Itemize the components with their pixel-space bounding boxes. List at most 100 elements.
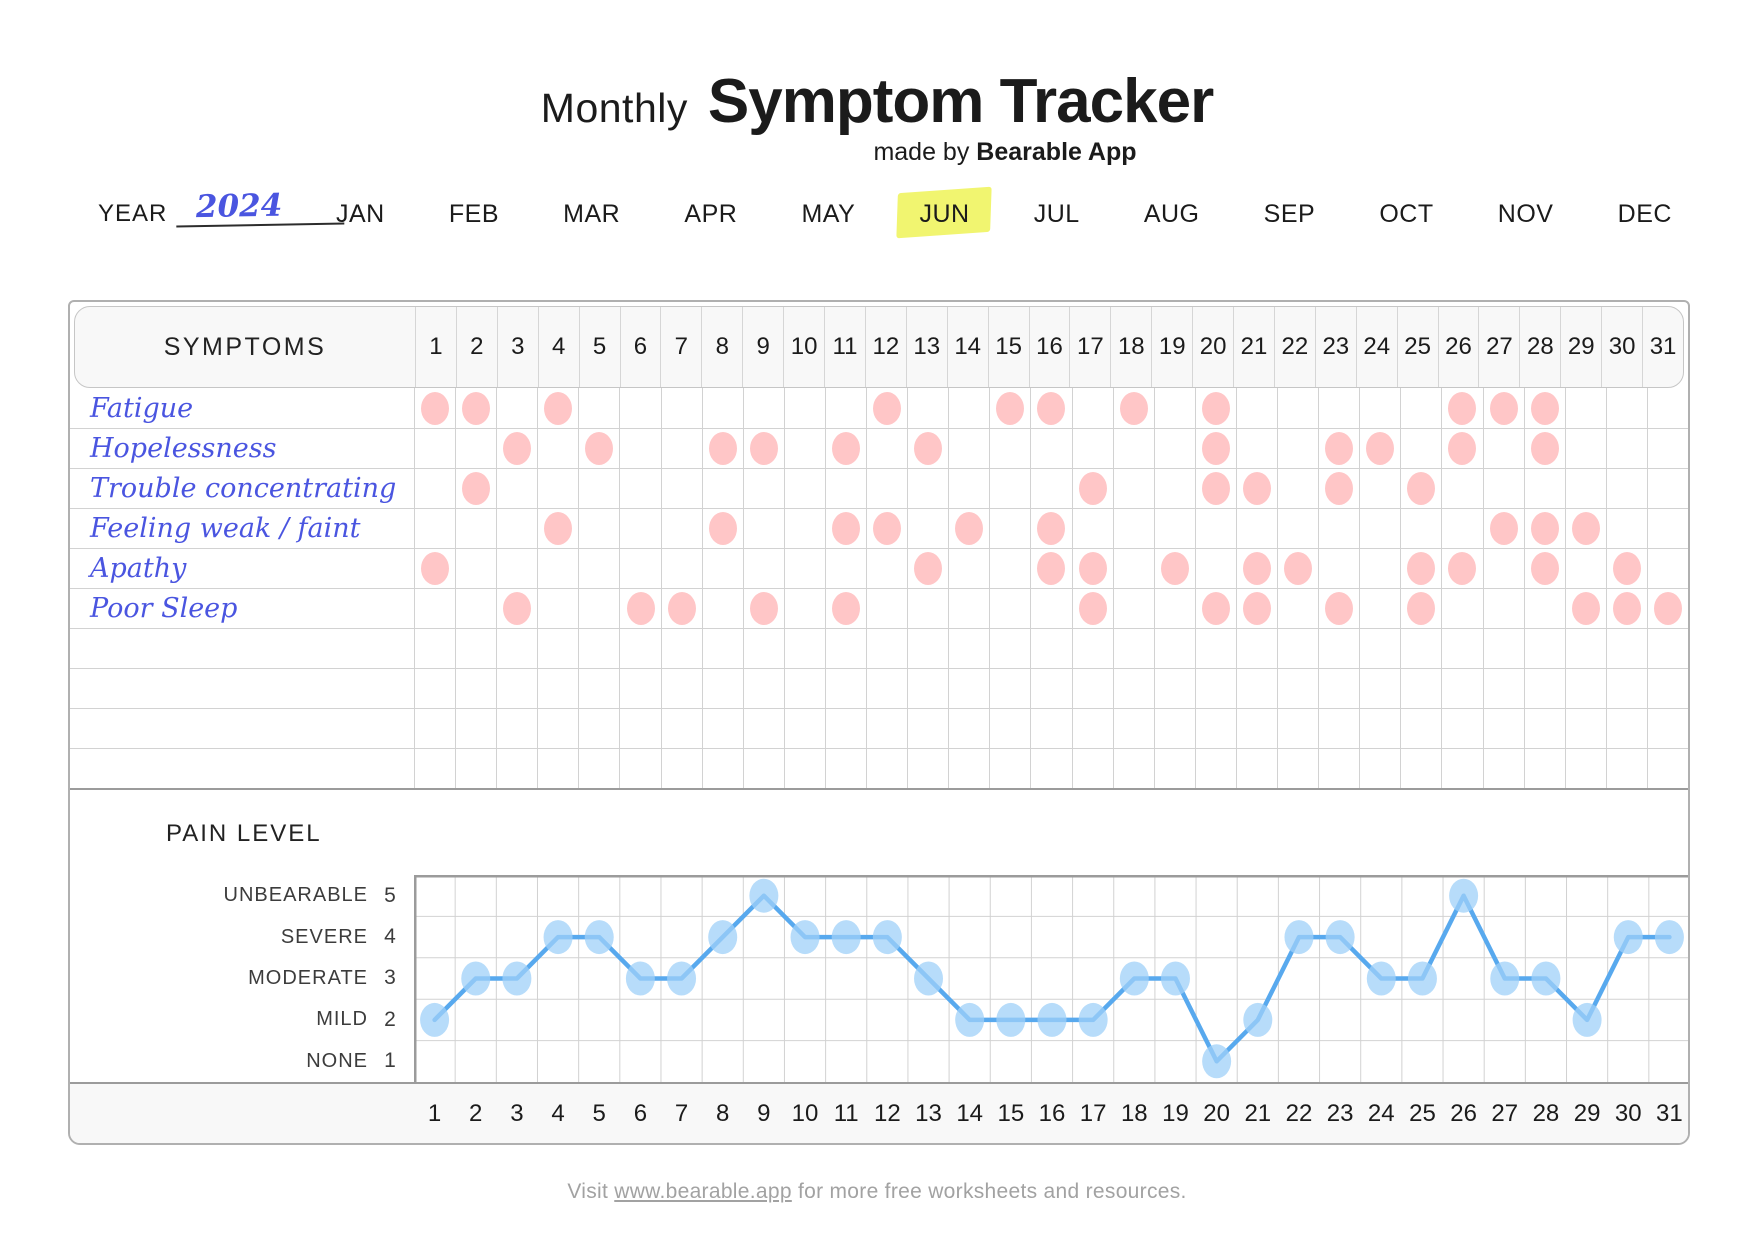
day-cell-25 — [1400, 709, 1441, 748]
day-cell-15 — [989, 709, 1030, 748]
footer-link[interactable]: www.bearable.app — [614, 1180, 792, 1203]
chart-day-26: 26 — [1450, 1099, 1477, 1127]
day-cell-23 — [1318, 709, 1359, 748]
day-cell-20 — [1194, 709, 1236, 748]
pain-point-day-24 — [1366, 961, 1396, 996]
day-cell-27 — [1482, 749, 1524, 788]
day-cell-11 — [824, 629, 866, 668]
day-cell-31 — [1646, 669, 1688, 708]
symptom-dot-day-28 — [1530, 552, 1559, 585]
day-cell-16 — [1030, 629, 1071, 668]
day-cell-2 — [455, 629, 496, 668]
day-cell-18 — [1112, 749, 1154, 788]
pain-point-day-4 — [543, 920, 573, 955]
day-cell-22 — [1277, 709, 1318, 748]
day-cell-16 — [1030, 429, 1071, 468]
day-cell-1 — [414, 549, 455, 588]
day-cell-19 — [1153, 509, 1195, 548]
symptom-row-poor-sleep: Poor Sleep — [70, 588, 1688, 628]
symptom-dot-day-4 — [544, 512, 573, 545]
day-cell-3 — [496, 669, 537, 708]
day-cell-12 — [866, 509, 907, 548]
day-cell-6 — [619, 549, 660, 588]
day-cell-13 — [907, 429, 948, 468]
day-cell-21 — [1235, 709, 1277, 748]
day-cell-11 — [824, 509, 866, 548]
month-label: JUL — [1033, 200, 1080, 228]
day-cell-21 — [1235, 629, 1277, 668]
day-cell-31 — [1646, 429, 1688, 468]
day-cell-21 — [1235, 429, 1277, 468]
day-cell-26 — [1441, 709, 1482, 748]
day-cell-23 — [1318, 429, 1359, 468]
empty-row — [70, 748, 1688, 788]
day-cell-14 — [948, 629, 989, 668]
axis-row-unbearable: UNBEARABLE 5 — [70, 875, 414, 916]
day-cell-19 — [1153, 709, 1195, 748]
chart-day-20: 20 — [1203, 1099, 1230, 1127]
day-cell-25 — [1400, 509, 1441, 548]
symptom-dot-day-21 — [1242, 552, 1271, 585]
day-cell-12 — [866, 429, 907, 468]
day-cell-29 — [1564, 469, 1606, 508]
day-cell-1 — [414, 469, 455, 508]
empty-label-cell — [70, 669, 414, 708]
symptom-dot-day-16 — [1037, 512, 1066, 545]
day-cell-30 — [1605, 388, 1647, 428]
pain-point-day-12 — [872, 920, 902, 955]
day-cell-18 — [1112, 549, 1154, 588]
pain-point-day-9 — [749, 878, 779, 913]
day-cell-10 — [783, 388, 825, 428]
day-cell-7 — [660, 429, 702, 468]
symptom-dot-day-29 — [1571, 512, 1600, 545]
day-cell-18 — [1112, 629, 1154, 668]
day-cell-13 — [907, 589, 948, 628]
symptom-dot-day-23 — [1325, 472, 1354, 505]
day-cell-23 — [1318, 549, 1359, 588]
day-cell-5 — [578, 509, 619, 548]
day-header-13: 13 — [905, 307, 947, 387]
symptom-dot-day-25 — [1407, 592, 1436, 625]
pain-point-day-6 — [625, 961, 655, 996]
footer-suffix: for more free worksheets and resources. — [791, 1180, 1187, 1203]
day-cell-10 — [783, 509, 825, 548]
day-cell-15 — [989, 549, 1030, 588]
day-header-11: 11 — [824, 307, 865, 387]
chart-day-18: 18 — [1120, 1099, 1148, 1127]
day-cell-19 — [1153, 629, 1195, 668]
day-cell-9 — [742, 669, 784, 708]
chart-day-9: 9 — [757, 1099, 771, 1127]
day-cell-9 — [742, 509, 784, 548]
day-cell-29 — [1564, 388, 1606, 428]
day-cell-7 — [660, 589, 702, 628]
day-cell-18 — [1112, 469, 1154, 508]
day-header-9: 9 — [742, 307, 783, 387]
byline: made by Bearable App — [128, 138, 1754, 167]
day-cell-22 — [1277, 388, 1318, 428]
day-cell-28 — [1523, 669, 1565, 708]
day-cell-5 — [578, 709, 619, 748]
day-cell-23 — [1318, 469, 1359, 508]
chart-day-6: 6 — [633, 1099, 648, 1127]
byline-brand: Bearable App — [976, 138, 1137, 166]
symptom-label: Trouble concentrating — [90, 473, 397, 504]
symptom-dot-day-30 — [1612, 592, 1641, 625]
day-cell-23 — [1318, 669, 1359, 708]
day-cell-14 — [948, 669, 989, 708]
day-header-22: 22 — [1273, 307, 1315, 387]
day-cell-25 — [1400, 469, 1441, 508]
axis-number: 1 — [384, 1049, 396, 1073]
day-cell-22 — [1277, 469, 1318, 508]
day-cell-12 — [866, 469, 907, 508]
day-cell-17 — [1071, 549, 1113, 588]
day-cell-5 — [578, 629, 619, 668]
symptom-dot-day-28 — [1530, 432, 1559, 465]
day-cell-30 — [1605, 669, 1647, 708]
day-cell-3 — [496, 709, 537, 748]
day-cell-24 — [1359, 429, 1400, 468]
day-cell-20 — [1194, 589, 1236, 628]
month-may: MAY — [795, 198, 861, 231]
day-cell-17 — [1071, 388, 1113, 428]
day-cell-9 — [742, 388, 784, 428]
symptom-dot-day-27 — [1489, 391, 1518, 425]
